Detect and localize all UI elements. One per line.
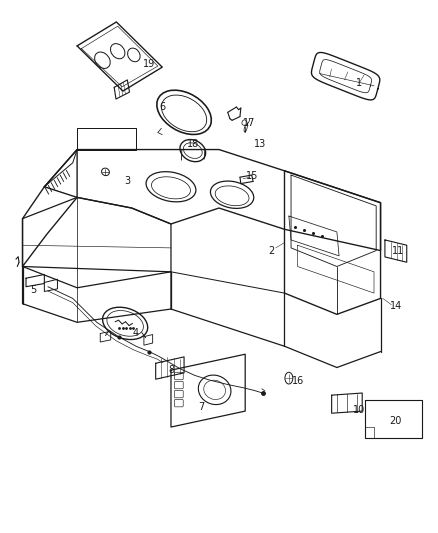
Text: 17: 17	[244, 118, 256, 128]
Text: 16: 16	[291, 376, 304, 386]
Text: 8: 8	[168, 365, 174, 375]
Text: 19: 19	[143, 60, 155, 69]
Text: 15: 15	[246, 171, 258, 181]
Text: 5: 5	[30, 286, 36, 295]
Text: 3: 3	[124, 176, 131, 187]
Text: 20: 20	[390, 416, 402, 426]
Text: 18: 18	[187, 139, 199, 149]
Text: 1: 1	[356, 78, 362, 88]
Text: 6: 6	[159, 102, 165, 112]
Text: 2: 2	[268, 246, 275, 255]
Text: 13: 13	[254, 139, 267, 149]
Text: 14: 14	[390, 301, 402, 311]
Text: 11: 11	[392, 246, 404, 255]
Text: 7: 7	[198, 402, 205, 413]
Text: 4: 4	[133, 328, 139, 338]
Text: 10: 10	[353, 405, 365, 415]
